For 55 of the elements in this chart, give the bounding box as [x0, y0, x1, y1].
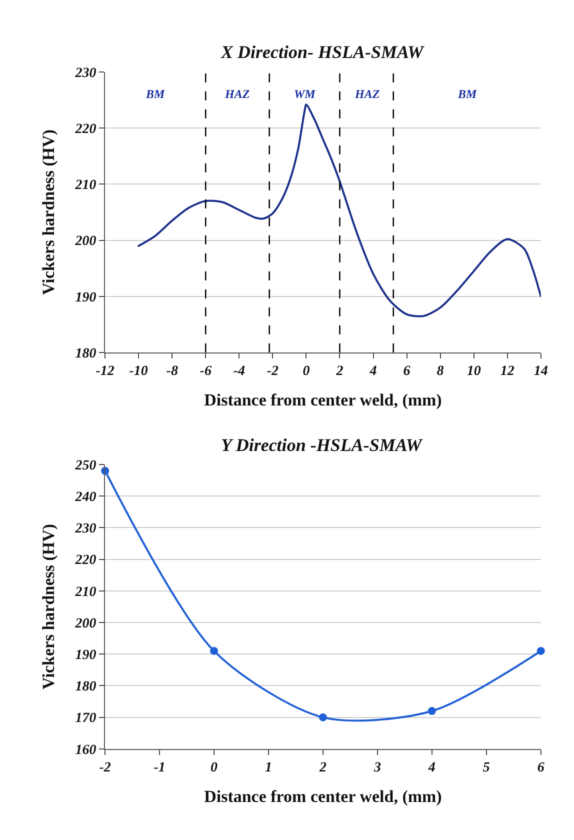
x-axis-title: Distance from center weld, (mm): [204, 390, 442, 410]
x-tick-label: 12: [500, 364, 514, 380]
y-tick-label: 190: [75, 290, 96, 306]
chart-title: X Direction- HSLA-SMAW: [220, 42, 426, 62]
y-tick-label: 160: [75, 742, 96, 758]
x-tick-label: 6: [537, 760, 544, 776]
x-tick-label: 6: [403, 364, 410, 380]
x-axis-title: Distance from center weld, (mm): [204, 787, 442, 806]
point: [210, 646, 218, 655]
annotation: HAZ: [354, 87, 380, 101]
annotation: BM: [457, 87, 478, 101]
point: [318, 713, 327, 722]
x-tick-label: -12: [96, 364, 114, 380]
y-tick-label: 210: [74, 178, 96, 194]
x-tick-label: 4: [427, 760, 436, 776]
x-tick-label: -1: [154, 760, 166, 776]
x-tick-label: 3: [372, 760, 381, 776]
chart-title: Y Direction -HSLA-SMAW: [221, 435, 424, 455]
y-tick-label: 220: [74, 553, 96, 568]
annotation: BM: [145, 87, 166, 101]
annotation: HAZ: [224, 87, 250, 101]
x-tick-label: 0: [210, 760, 218, 776]
x-tick-label: 4: [368, 364, 377, 380]
x-tick-label: -2: [266, 364, 279, 380]
y-tick-label: 180: [75, 680, 96, 695]
y-axis-title: Vickers hardness (HV): [38, 524, 58, 690]
x-tick-label: 8: [436, 364, 444, 380]
x-tick-label: 2: [335, 364, 344, 380]
x-tick-label: -4: [233, 364, 246, 380]
y-axis-title: Vickers hardness (HV): [38, 129, 58, 296]
point: [536, 646, 545, 655]
y-tick-label: 190: [75, 648, 96, 664]
x-tick-label: -8: [166, 364, 178, 380]
y-tick-label: 200: [74, 234, 96, 250]
y-tick-label: 240: [74, 490, 96, 506]
x-tick-label: 2: [318, 760, 326, 776]
line-series: [138, 104, 541, 318]
annotation: WM: [294, 87, 316, 101]
y-tick-label: 250: [74, 458, 96, 474]
x-tick-label: 0: [302, 364, 310, 380]
x-tick-label: -2: [99, 760, 111, 776]
x-tick-label: 10: [466, 364, 481, 380]
y-tick-label: 170: [75, 711, 96, 726]
point: [428, 706, 436, 715]
x-tick-label: 14: [534, 364, 548, 380]
y-tick-label: 230: [74, 66, 96, 81]
y-tick-label: 180: [75, 346, 96, 362]
x-tick-label: -10: [129, 364, 148, 380]
y-tick-label: 200: [74, 616, 96, 632]
y-tick-label: 220: [74, 122, 96, 138]
y-tick-label: 230: [74, 522, 96, 537]
x-tick-label: 1: [265, 760, 272, 776]
x-tick-label: -6: [200, 364, 212, 380]
x-tick-label: 5: [482, 760, 490, 776]
y-tick-label: 210: [74, 584, 96, 600]
